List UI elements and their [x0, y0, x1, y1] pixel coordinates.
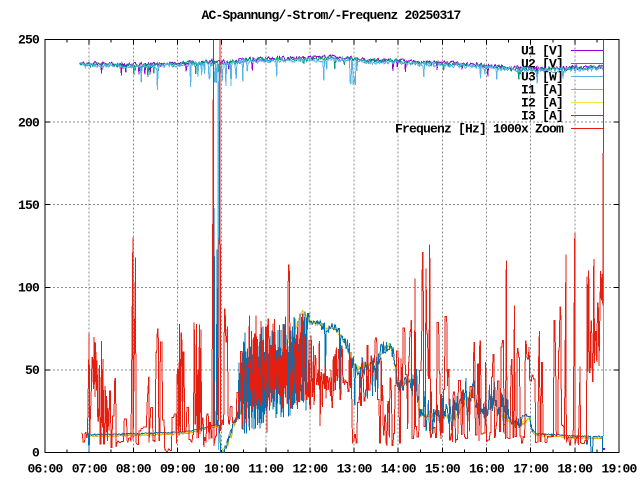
- svg-text:09:00: 09:00: [160, 462, 196, 477]
- svg-text:16:00: 16:00: [469, 462, 505, 477]
- svg-text:17:00: 17:00: [513, 462, 549, 477]
- svg-text:150: 150: [18, 198, 40, 213]
- svg-text:250: 250: [18, 33, 40, 48]
- svg-text:08:00: 08:00: [116, 462, 152, 477]
- svg-text:11:00: 11:00: [248, 462, 284, 477]
- svg-text:200: 200: [18, 115, 40, 130]
- svg-text:18:00: 18:00: [557, 462, 593, 477]
- svg-text:19:00: 19:00: [601, 462, 637, 477]
- svg-text:I3 [A]: I3 [A]: [521, 109, 563, 124]
- svg-text:15:00: 15:00: [425, 462, 461, 477]
- svg-text:13:00: 13:00: [337, 462, 373, 477]
- svg-text:U1 [V]: U1 [V]: [521, 44, 563, 59]
- svg-text:100: 100: [18, 281, 40, 296]
- svg-text:U3 [W]: U3 [W]: [521, 70, 563, 85]
- svg-text:50: 50: [25, 363, 40, 378]
- svg-text:14:00: 14:00: [381, 462, 417, 477]
- svg-text:06:00: 06:00: [27, 462, 63, 477]
- svg-text:07:00: 07:00: [72, 462, 108, 477]
- svg-text:12:00: 12:00: [292, 462, 328, 477]
- svg-text:Frequenz [Hz] 1000x Zoom: Frequenz [Hz] 1000x Zoom: [395, 122, 564, 137]
- svg-text:I1 [A]: I1 [A]: [521, 83, 563, 98]
- svg-text:AC-Spannung/-Strom/-Frequenz 2: AC-Spannung/-Strom/-Frequenz 20250317: [201, 8, 460, 23]
- svg-text:10:00: 10:00: [204, 462, 240, 477]
- svg-text:0: 0: [32, 446, 40, 461]
- svg-text:I2 [A]: I2 [A]: [521, 96, 563, 111]
